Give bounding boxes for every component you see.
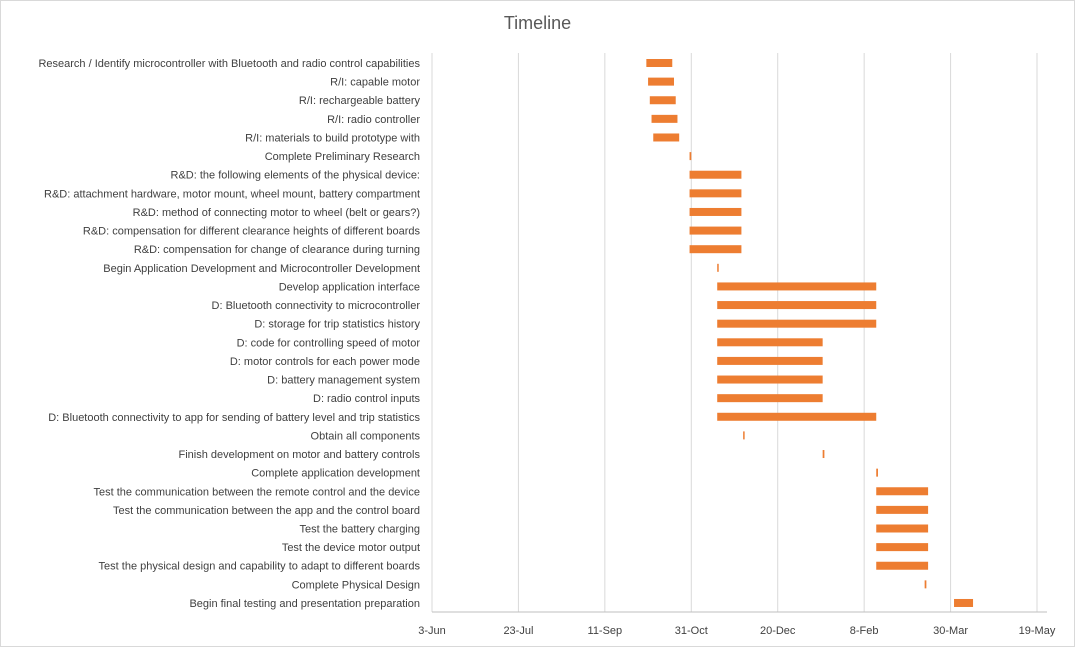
task-bar [822, 450, 825, 459]
task-bar [876, 487, 929, 496]
task-bar [717, 282, 877, 291]
task-label: Test the communication between the remot… [93, 486, 420, 498]
task-label: D: Bluetooth connectivity to microcontro… [212, 300, 421, 312]
task-bar [689, 207, 742, 216]
task-bar [717, 319, 877, 328]
task-label: Complete Physical Design [292, 579, 420, 591]
task-bar [876, 561, 929, 570]
task-bar [876, 505, 929, 514]
x-tick-label: 23-Jul [503, 625, 533, 637]
task-label: R/I: materials to build prototype with [245, 132, 420, 144]
task-label: Test the physical design and capability … [99, 561, 421, 573]
task-bar [689, 170, 742, 179]
task-label: R&D: compensation for different clearanc… [83, 226, 421, 238]
task-bar [876, 543, 929, 552]
task-bar [717, 375, 823, 384]
task-bar [717, 356, 823, 365]
chart-title: Timeline [503, 13, 572, 33]
task-bar [651, 114, 678, 123]
task-label: R/I: rechargeable battery [299, 95, 421, 107]
x-tick-label: 20-Dec [760, 625, 796, 637]
task-labels: Research / Identify microcontroller with… [38, 58, 420, 610]
task-label: Research / Identify microcontroller with… [38, 58, 420, 70]
task-bars [646, 59, 974, 607]
task-label: Test the communication between the app a… [113, 505, 420, 517]
task-bar [646, 59, 673, 67]
task-bar [743, 431, 745, 440]
task-label: Complete application development [251, 468, 420, 480]
task-bar [649, 96, 676, 105]
gridlines [431, 53, 1047, 613]
task-label: D: Bluetooth connectivity to app for sen… [48, 412, 420, 424]
task-label: Test the battery charging [300, 524, 420, 536]
task-bar [717, 412, 877, 421]
task-label: Obtain all components [311, 430, 421, 442]
task-bar [689, 189, 742, 198]
task-bar [924, 580, 927, 589]
task-bar [876, 524, 929, 533]
x-tick-label: 3-Jun [418, 625, 446, 637]
task-bar [689, 245, 742, 254]
task-bar [717, 301, 877, 310]
task-label: Begin final testing and presentation pre… [189, 598, 420, 610]
task-bar [717, 263, 719, 272]
x-tick-label: 11-Sep [588, 625, 623, 637]
task-label: D: battery management system [267, 375, 420, 387]
task-label: R/I: capable motor [330, 77, 420, 89]
task-label: D: motor controls for each power mode [230, 356, 420, 368]
task-label: Complete Preliminary Research [265, 151, 420, 163]
task-bar [717, 394, 823, 403]
task-bar [717, 338, 823, 347]
task-bar [689, 226, 742, 235]
task-label: R&D: attachment hardware, motor mount, w… [44, 188, 420, 200]
task-label: Test the device motor output [282, 542, 420, 554]
x-tick-label: 30-Mar [933, 625, 968, 637]
task-bar [954, 598, 974, 607]
task-label: Finish development on motor and battery … [178, 449, 420, 461]
x-tick-labels: 3-Jun 23-Jul 11-Sep 31-Oct 20-Dec 8-Feb 30-Mar… [418, 625, 1056, 637]
task-label: Begin Application Development and Microc… [103, 263, 420, 275]
task-label: D: radio control inputs [313, 393, 420, 405]
task-label: Develop application interface [279, 281, 420, 293]
x-tick-label: 19-May [1019, 625, 1056, 637]
x-tick-label: 8-Feb [850, 625, 879, 637]
task-bar [876, 468, 878, 477]
task-label: D: code for controlling speed of motor [237, 337, 421, 349]
x-tick-label: 31-Oct [675, 625, 708, 637]
task-label: R&D: the following elements of the physi… [171, 170, 420, 182]
task-label: R/I: radio controller [327, 114, 420, 126]
task-label: D: storage for trip statistics history [254, 319, 420, 331]
task-bar [648, 77, 674, 86]
task-label: R&D: compensation for change of clearanc… [134, 244, 420, 256]
task-bar [689, 152, 692, 161]
task-bar [653, 133, 680, 142]
task-label: R&D: method of connecting motor to wheel… [133, 207, 420, 219]
